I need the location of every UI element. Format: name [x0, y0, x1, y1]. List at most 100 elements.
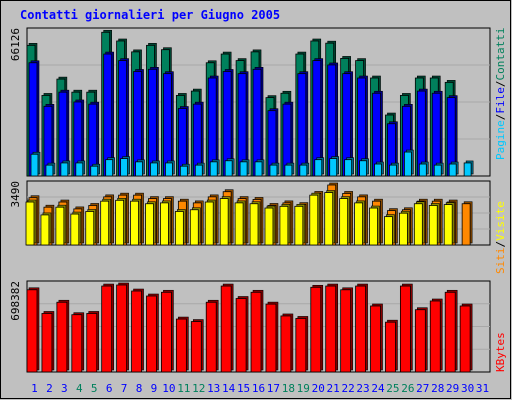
kbytes-bar-kbytes-day-6-face	[101, 285, 113, 373]
visits-bar-siti-day-8	[130, 198, 141, 246]
hits-bar-pagine-day-24	[374, 161, 384, 177]
kbytes-bar-kbytes-day-23	[355, 283, 368, 373]
hits-bar-pagine-day-17-face	[269, 164, 278, 177]
visits-bar-siti-day-21-face	[324, 192, 334, 246]
day-label-31: 31	[476, 382, 489, 395]
kbytes-bar-kbytes-day-7	[116, 282, 129, 373]
kbytes-bar-kbytes-day-10-face	[161, 291, 172, 373]
kbytes-bar-kbytes-day-19	[295, 316, 309, 373]
hits-bar-pagine-day-22-face	[344, 159, 353, 177]
kbytes-bar-kbytes-day-16	[250, 289, 264, 373]
hits-bar-pagine-day-17	[269, 162, 280, 177]
hits-bar-pagine-day-12-face	[194, 164, 203, 177]
visits-bar-siti-day-5	[85, 209, 97, 246]
hits-bar-pagine-day-21	[329, 156, 340, 177]
hits-bar-pagine-day-26	[403, 149, 414, 177]
day-label-22: 22	[341, 382, 354, 395]
hits-bar-pagine-day-1	[30, 151, 41, 177]
visits-bar-siti-day-1-face	[25, 201, 35, 246]
kbytes-bar-kbytes-day-4-face	[71, 314, 83, 373]
visits-legend-siti: Siti	[494, 248, 507, 275]
kbytes-bar-kbytes-day-18	[280, 313, 294, 373]
hits-bar-file-day-19-face	[297, 73, 307, 177]
hits-bar-pagine-day-24-face	[374, 163, 382, 177]
hits-bar-pagine-day-7-face	[120, 158, 129, 177]
visits-bar-siti-day-19	[294, 204, 306, 246]
hits-legend: Pagine/File/Contatti	[494, 28, 507, 160]
hits-bar-pagine-day-23-face	[359, 160, 367, 177]
day-label-26: 26	[401, 382, 414, 395]
visits-bar-siti-day-13	[204, 199, 216, 246]
visits-bar-siti-day-20	[309, 192, 321, 246]
hits-bar-pagine-day-7	[120, 156, 130, 177]
kbytes-bar-kbytes-day-30-face	[459, 305, 471, 373]
visits-bar-siti-day-3-face	[55, 206, 65, 246]
kbytes-bar-kbytes-day-17-face	[265, 303, 277, 373]
visits-bar-siti-day-6-face	[100, 200, 110, 246]
hits-bar-pagine-day-2-face	[45, 164, 54, 177]
visits-bar-siti-day-24-face	[369, 207, 378, 246]
kbytes-bar-kbytes-day-8-face	[131, 290, 142, 373]
visits-bar-siti-day-24	[369, 205, 380, 246]
visits-bar-siti-day-28-face	[428, 205, 438, 246]
visits-bar-siti-day-26	[398, 210, 410, 246]
kbytes-bar-kbytes-day-30	[459, 303, 473, 373]
visits-legend: Siti/Visite	[494, 201, 507, 274]
day-label-6: 6	[106, 382, 113, 395]
visits-bar-siti-day-15	[234, 200, 246, 246]
hits-bar-pagine-day-28-face	[433, 164, 442, 177]
hits-bar-pagine-day-12	[194, 162, 205, 177]
visits-bar-siti-day-22	[339, 196, 350, 246]
day-label-19: 19	[297, 382, 310, 395]
kbytes-bar-kbytes-day-13	[205, 299, 219, 373]
day-label-23: 23	[356, 382, 369, 395]
day-label-11: 11	[177, 382, 190, 395]
hits-bar-pagine-day-27-face	[418, 163, 427, 177]
visits-bar-siti-day-21	[324, 190, 336, 246]
hits-bar-pagine-day-5-face	[90, 165, 99, 177]
visits-bar-siti-day-25-face	[384, 216, 393, 246]
hits-bar-pagine-day-11-face	[179, 165, 188, 177]
kbytes-bar-kbytes-day-7-face	[116, 284, 128, 373]
visits-bar-siti-day-14	[219, 196, 231, 246]
day-label-2: 2	[46, 382, 53, 395]
hits-bar-pagine-day-18	[284, 162, 295, 177]
visits-legend-separator: /	[494, 241, 507, 248]
kbytes-bar-kbytes-day-14-face	[220, 285, 232, 373]
kbytes-bar-kbytes-day-24-face	[370, 305, 381, 373]
kbytes-bar-kbytes-day-28-face	[429, 300, 441, 373]
hits-bar-pagine-day-6	[105, 157, 115, 177]
visits-bar-siti-day-18-face	[279, 205, 289, 246]
visits-bar-siti-day-29	[443, 202, 455, 246]
kbytes-bar-kbytes-day-1-face	[26, 289, 38, 373]
hits-bar-pagine-day-25	[389, 162, 399, 177]
hits-bar-pagine-day-23	[359, 158, 369, 177]
kbytes-bar-kbytes-day-23-face	[355, 285, 366, 373]
kbytes-bar-kbytes-day-20	[310, 284, 324, 373]
day-label-28: 28	[431, 382, 444, 395]
hits-bar-file-day-19	[297, 71, 309, 177]
kbytes-bar-kbytes-day-13-face	[205, 301, 217, 373]
visits-legend-visite: Visite	[494, 201, 507, 241]
visits-bar-siti-day-3	[55, 204, 67, 246]
day-label-27: 27	[416, 382, 429, 395]
visits-bar-siti-day-9	[145, 201, 156, 246]
hits-bar-pagine-day-4	[75, 160, 86, 177]
hits-legend-contatti: Contatti	[494, 28, 507, 81]
visits-bar-siti-day-25	[384, 214, 395, 246]
hits-bar-pagine-day-27	[418, 161, 429, 177]
day-label-30: 30	[461, 382, 474, 395]
hits-bar-pagine-day-2	[45, 162, 56, 177]
visits-bar-siti-day-2-face	[40, 214, 50, 246]
hits-bar-file-day-9	[148, 66, 159, 177]
visits-bar-siti-day-23	[354, 200, 365, 246]
kbytes-legend-kbytes: KBytes	[494, 332, 507, 372]
day-label-20: 20	[312, 382, 325, 395]
kbytes-bar-kbytes-day-9-face	[146, 295, 157, 373]
visits-bar-siti-day-12	[189, 207, 201, 246]
hits-bar-pagine-day-1-face	[30, 153, 39, 177]
kbytes-bar-kbytes-day-5	[86, 311, 100, 373]
visits-panel: 3490	[9, 180, 491, 246]
kbytes-bar-kbytes-day-2	[41, 311, 55, 373]
